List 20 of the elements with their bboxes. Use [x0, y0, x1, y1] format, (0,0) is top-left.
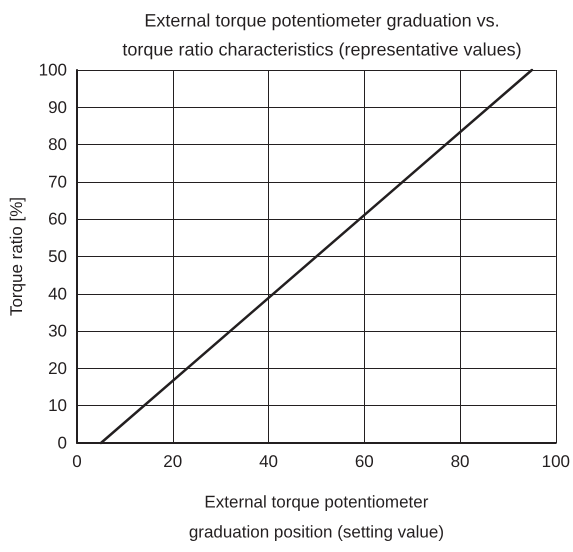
- x-tick-label: 0: [72, 452, 82, 471]
- y-tick-label: 70: [48, 172, 67, 192]
- x-tick-label: 40: [259, 452, 278, 471]
- chart-title: External torque potentiometer graduation vs. torque ratio characteristics (representative values): [122, 10, 522, 60]
- y-tick-label: 100: [38, 60, 67, 80]
- y-tick-label: 50: [48, 247, 67, 266]
- y-axis-title: Torque ratio [%]: [7, 196, 26, 316]
- x-tick-label: 100: [542, 452, 570, 471]
- y-tick-label: 0: [58, 434, 67, 452]
- x-tick-label: 80: [450, 452, 470, 471]
- y-tick-label: 90: [48, 98, 67, 117]
- x-tick-label: 60: [354, 452, 374, 471]
- y-tick-label: 40: [48, 284, 67, 304]
- y-tick-label: 20: [48, 358, 67, 378]
- x-axis-title: External torque potentiometer graduation position (setting value): [188, 492, 444, 542]
- y-tick-label: 10: [48, 396, 67, 416]
- y-tick-label: 60: [48, 210, 67, 229]
- y-tick-label: 30: [48, 322, 67, 341]
- y-tick-label: 80: [48, 135, 67, 154]
- x-tick-label: 20: [163, 452, 182, 471]
